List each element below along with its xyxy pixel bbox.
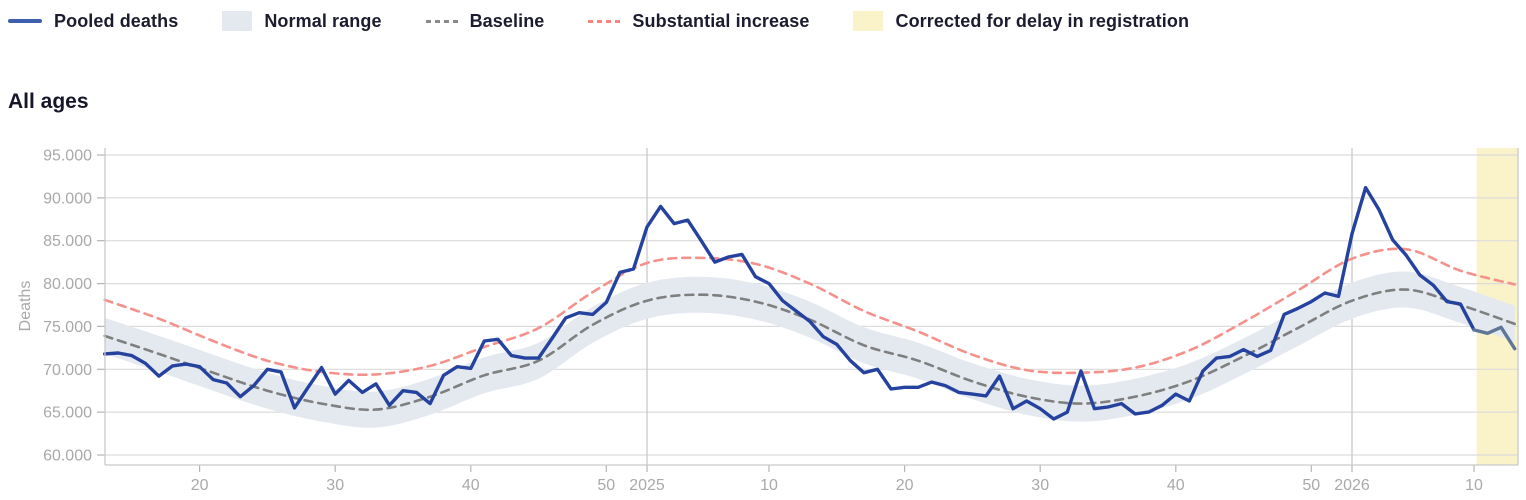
x-tick-label: 40 [462,477,480,494]
legend-label: Normal range [264,10,382,31]
substantial-increase-dash-swatch [588,19,621,23]
axes [104,148,1519,466]
normal-range-swatch [222,11,253,31]
pooled-deaths-line-swatch [8,19,42,23]
y-tick-label: 65.000 [43,405,92,422]
x-tick-label: 40 [1167,477,1185,494]
legend-label: Baseline [469,10,545,31]
legend: Pooled deaths Normal range Baseline Subs… [8,8,1189,34]
x-axis-ticks: 20 30 40 50 2025 10 20 30 40 50 2026 10 [191,148,1483,494]
x-tick-label: 20 [191,477,209,494]
corrected-swatch [853,11,884,31]
y-axis-title: Deaths [17,281,34,332]
legend-label: Pooled deaths [54,10,179,31]
x-tick-label: 2026 [1334,477,1370,494]
y-tick-label: 75.000 [43,319,92,336]
y-tick-label: 90.000 [43,190,92,207]
x-tick-label: 10 [1465,477,1483,494]
x-tick-label: 50 [1302,477,1320,494]
y-tick-label: 80.000 [43,276,92,293]
pooled-deaths-corrected-line [1472,325,1517,351]
x-tick-label: 30 [326,477,344,494]
legend-item-corrected: Corrected for delay in registration [853,11,1189,32]
x-tick-label: 30 [1031,477,1049,494]
section-title: All ages [8,90,89,113]
normal-range-band [104,271,1515,428]
x-tick-label: 10 [760,477,778,494]
baseline-dash-swatch [425,19,458,23]
y-tick-label: 60.000 [43,448,92,465]
y-tick-label: 70.000 [43,362,92,379]
x-tick-label: 2025 [629,477,665,494]
x-tick-label: 20 [896,477,914,494]
y-tick-label: 95.000 [43,148,92,165]
x-tick-label: 50 [597,477,615,494]
legend-item-substantial-increase: Substantial increase [588,11,809,32]
legend-item-normal-range: Normal range [222,11,381,32]
y-tick-label: 85.000 [43,233,92,250]
legend-item-pooled-deaths: Pooled deaths [8,11,178,32]
pooled-deaths-line [103,185,1476,421]
substantial-increase-line [103,247,1516,377]
legend-item-baseline: Baseline [425,10,545,32]
legend-label: Substantial increase [632,10,810,31]
legend-label: Corrected for delay in registration [895,10,1190,31]
